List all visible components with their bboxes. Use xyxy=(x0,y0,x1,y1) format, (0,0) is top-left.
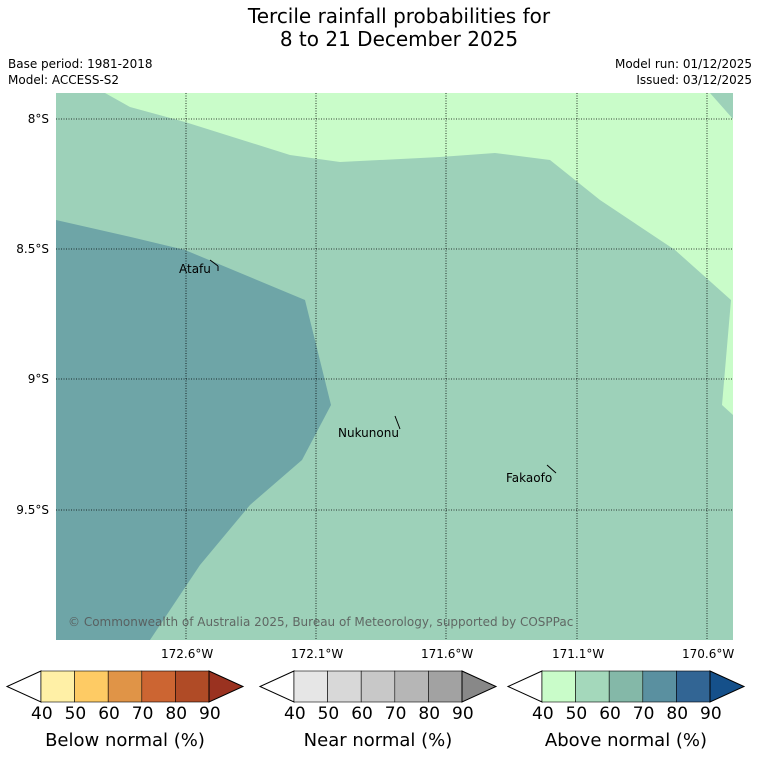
model-run: Model run: 01/12/2025 xyxy=(614,57,752,71)
colorbar-title: Above normal (%) xyxy=(544,730,708,751)
place-atafu: Atafu xyxy=(179,262,211,276)
lat-tick: 9.5°S xyxy=(16,503,49,517)
colorbar-tick: 60 xyxy=(599,704,621,724)
copyright-notice: © Commonwealth of Australia 2025, Bureau… xyxy=(68,615,574,629)
issued-date: Issued: 03/12/2025 xyxy=(636,73,752,87)
colorbar-tick: 80 xyxy=(165,704,188,724)
colorbar-tick: 50 xyxy=(64,704,87,724)
colorbar-segment xyxy=(107,670,143,703)
colorbar-tick: 90 xyxy=(199,704,221,724)
lon-tick: 172.1°W xyxy=(291,647,344,661)
colorbar-segment xyxy=(541,670,576,703)
graticule xyxy=(56,93,733,640)
lat-tick: 8.5°S xyxy=(16,242,49,256)
colorbar-tick: 60 xyxy=(351,704,373,724)
colorbar-tick: 70 xyxy=(131,704,154,724)
lon-tick: 171.1°W xyxy=(552,647,605,661)
colorbar-title: Below normal (%) xyxy=(45,730,205,751)
place-nukunonu: Nukunonu xyxy=(338,426,399,440)
colorbar-tick: 50 xyxy=(317,704,340,724)
colorbar-tick: 70 xyxy=(384,704,407,724)
region-above-70 xyxy=(56,220,331,640)
lon-tick: 171.6°W xyxy=(421,647,474,661)
colorbar-extend-low xyxy=(506,670,543,703)
lat-tick: 8°S xyxy=(27,112,49,126)
colorbar-segment xyxy=(40,670,75,703)
model-name: Model: ACCESS-S2 xyxy=(8,73,120,87)
colorbar-tick: 80 xyxy=(418,704,441,724)
colorbar-tick: 40 xyxy=(532,704,554,724)
region-above-50 xyxy=(105,93,733,415)
colorbar-tick: 90 xyxy=(700,704,722,724)
colorbar-tick: 40 xyxy=(31,704,53,724)
colorbar-tick: 70 xyxy=(632,704,655,724)
colorbar-tick: 80 xyxy=(666,704,689,724)
place-markers xyxy=(209,259,557,474)
colorbar-title: Near normal (%) xyxy=(303,730,453,751)
lat-tick: 9°S xyxy=(27,372,49,386)
title-line-1: Tercile rainfall probabilities for xyxy=(247,4,551,28)
colorbar-extend-high xyxy=(709,670,746,703)
title-line-2: 8 to 21 December 2025 xyxy=(279,27,519,51)
colorbar-tick: 60 xyxy=(98,704,120,724)
colorbar-segment xyxy=(608,670,644,703)
lon-tick: 170.6°W xyxy=(682,647,735,661)
colorbar-segment xyxy=(575,670,610,703)
colorbar-segment xyxy=(642,670,677,703)
lon-tick: 172.6°W xyxy=(161,647,214,661)
colorbar-tick: 40 xyxy=(284,704,306,724)
colorbar-segment xyxy=(394,670,429,703)
colorbar-segment xyxy=(676,670,711,703)
map-title: Tercile rainfall probabilities for 8 to 2… xyxy=(0,5,758,51)
colorbar-extend-high xyxy=(208,670,245,703)
colorbar-extend-high xyxy=(461,670,498,703)
colorbar-tick: 50 xyxy=(565,704,588,724)
colorbar-segment xyxy=(175,670,210,703)
base-period: Base period: 1981-2018 xyxy=(8,57,153,71)
colorbar-segment xyxy=(293,670,328,703)
colorbar-segment xyxy=(360,670,396,703)
place-fakaofo: Fakaofo xyxy=(506,471,553,485)
colorbar-tick: 90 xyxy=(452,704,474,724)
colorbar-segment xyxy=(428,670,463,703)
